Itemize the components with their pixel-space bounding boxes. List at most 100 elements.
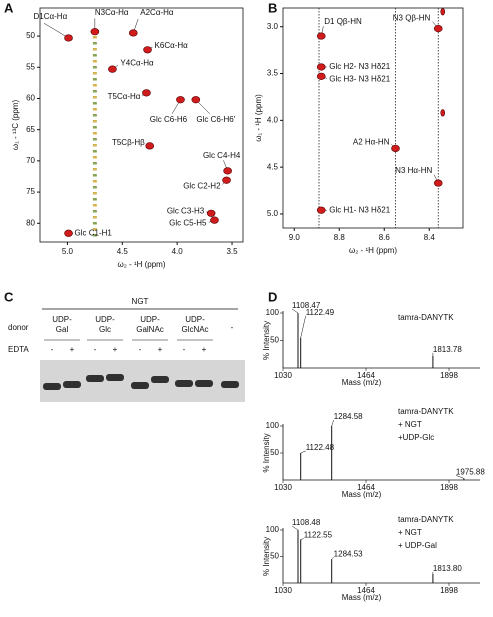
edta-sign: - (51, 345, 54, 354)
edta-sign: + (70, 345, 75, 354)
solvent-stripe (92, 156, 97, 159)
plot-frame (282, 7, 464, 229)
solvent-stripe (92, 126, 97, 129)
gel-band (106, 374, 124, 381)
leader-line (300, 450, 306, 454)
peak-label: 1122.48 (306, 443, 335, 452)
x-axis-label: ω₂ - ¹H (ppm) (349, 246, 397, 255)
peak-label: Glc H1- N3 Hδ21 (329, 205, 390, 214)
donor-label: GalNAc (136, 325, 164, 334)
solvent-stripe (92, 186, 97, 189)
solvent-stripe (92, 96, 97, 99)
x-tick-label: 1464 (357, 586, 375, 595)
donor-label: - (231, 323, 234, 332)
solvent-stripe (92, 222, 97, 225)
solvent-stripe (92, 72, 97, 75)
peak (316, 206, 326, 214)
peak (222, 176, 231, 184)
peak (128, 29, 138, 37)
peak-label: Glc C3-H3 (167, 206, 205, 215)
x-tick-label: 4.0 (172, 247, 184, 256)
solvent-stripe (92, 42, 97, 45)
peak-label: N3Cα-Hα (95, 8, 129, 17)
x-tick-label: 8.8 (334, 233, 346, 242)
gel-band (195, 380, 213, 387)
y-tick-label: 50 (26, 31, 35, 40)
leader-line (291, 308, 299, 314)
y-tick-label: 70 (26, 156, 35, 165)
solvent-stripe (92, 54, 97, 57)
gel-band (221, 381, 239, 388)
gel-band (43, 383, 61, 390)
edta-sign: + (158, 345, 163, 354)
peak-label: 1122.55 (304, 531, 333, 540)
gel-band (86, 375, 104, 382)
row-label: donor (8, 323, 29, 332)
y-tick-label: 100 (266, 525, 280, 534)
peak-label: Glc C6-H6' (196, 115, 235, 124)
leader-line (455, 475, 464, 479)
y-tick-label: 50 (270, 552, 279, 561)
gel-band (175, 380, 193, 387)
solvent-stripe (92, 234, 97, 237)
gel-band (63, 381, 81, 388)
x-axis-label: Mass (m/z) (342, 378, 382, 387)
peak (391, 144, 400, 153)
solvent-stripe (92, 120, 97, 123)
peak-label: 1122.49 (306, 308, 335, 317)
donor-label: Glc (99, 325, 111, 334)
peak (145, 142, 155, 150)
leader-line (300, 538, 304, 540)
peak-label: N3 Qβ-HN (393, 14, 431, 23)
y-tick-label: 3.5 (267, 69, 279, 78)
y-axis-label: % Intensity (262, 321, 271, 360)
leader-line (291, 525, 299, 531)
y-axis-label: ω₁ - ¹H (ppm) (254, 94, 263, 142)
y-tick-label: 3.0 (267, 22, 279, 31)
solvent-stripe (92, 132, 97, 135)
peak-label: 1813.80 (433, 564, 462, 573)
x-tick-label: 1898 (440, 586, 458, 595)
solvent-stripe (92, 108, 97, 111)
panel-label: B (268, 0, 277, 15)
x-tick-label: 1898 (440, 371, 458, 380)
solvent-stripe (92, 90, 97, 93)
x-tick-label: 8.4 (424, 233, 436, 242)
x-axis-label: Mass (m/z) (342, 593, 382, 602)
solvent-stripe (92, 204, 97, 207)
peak (433, 24, 443, 33)
spectrum-title: tamra-DANYTK (398, 407, 454, 416)
y-axis-label: % Intensity (262, 433, 271, 472)
peak-label: A2 Hα-HN (353, 138, 390, 147)
peak (142, 89, 151, 97)
y-axis-label: ω₁ - ¹³C (ppm) (11, 100, 20, 151)
x-tick-label: 5.0 (62, 247, 74, 256)
y-tick-label: 50 (270, 448, 279, 457)
edta-sign: + (113, 345, 118, 354)
x-tick-label: 1898 (440, 483, 458, 492)
peak (316, 63, 326, 71)
solvent-stripe (92, 162, 97, 165)
peak-label: Y4Cα-Hα (120, 58, 154, 67)
x-tick-label: 4.5 (117, 247, 129, 256)
peak (206, 209, 216, 217)
x-tick-label: 8.6 (379, 233, 391, 242)
peak-label: Glc H2- N3 Hδ21 (329, 62, 390, 71)
y-tick-label: 4.0 (267, 115, 279, 124)
x-axis-label: ω₂ - ¹H (ppm) (117, 260, 165, 269)
y-tick-label: 50 (270, 336, 279, 345)
leader-line (300, 315, 306, 338)
peak-label: A2Cα-Hα (140, 8, 174, 17)
solvent-stripe (92, 192, 97, 195)
y-tick-label: 100 (266, 421, 280, 430)
x-tick-label: 3.5 (226, 247, 238, 256)
solvent-stripe (92, 66, 97, 69)
peak-label: Glc C6-H6 (150, 115, 188, 124)
peak-label: 1284.53 (334, 549, 363, 558)
solvent-stripe (92, 198, 97, 201)
spectrum-title: + UDP-Gal (398, 541, 437, 550)
solvent-stripe (92, 228, 97, 231)
solvent-stripe (92, 78, 97, 81)
x-tick-label: 1030 (274, 371, 292, 380)
spectrum-title: tamra-DANYTK (398, 515, 454, 524)
